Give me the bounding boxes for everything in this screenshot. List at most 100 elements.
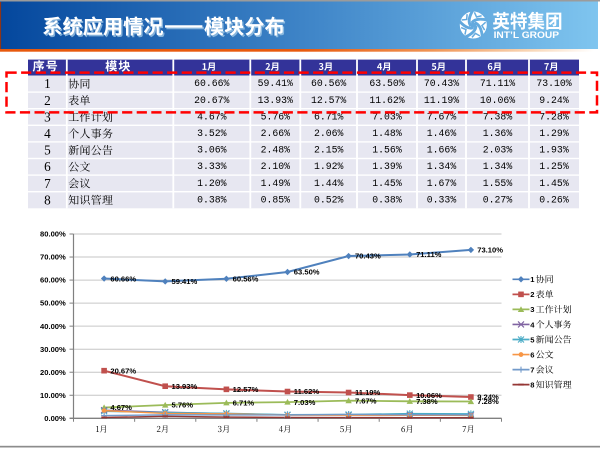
svg-text:20.67%: 20.67% [194,95,229,106]
svg-text:1.39%: 1.39% [372,161,402,172]
svg-text:1.67%: 1.67% [427,178,457,189]
svg-text:3: 3 [530,305,534,314]
svg-text:1.56%: 1.56% [372,145,402,156]
svg-text:60.66%: 60.66% [110,274,136,283]
svg-text:73.10%: 73.10% [536,78,571,89]
svg-text:1.93%: 1.93% [539,145,569,156]
svg-text:1: 1 [44,76,51,91]
svg-text:71.11%: 71.11% [416,250,442,259]
svg-text:1.20%: 1.20% [197,178,227,189]
svg-text:0.00%: 0.00% [44,414,66,423]
svg-text:60.56%: 60.56% [311,78,346,89]
svg-text:9.24%: 9.24% [477,393,499,402]
svg-text:4.67%: 4.67% [197,111,227,122]
svg-text:1.66%: 1.66% [427,145,457,156]
svg-text:30.00%: 30.00% [40,345,66,354]
svg-text:63.50%: 63.50% [369,78,404,89]
svg-text:70.43%: 70.43% [355,252,381,261]
svg-text:0.38%: 0.38% [372,194,402,205]
svg-text:60.56%: 60.56% [233,274,259,283]
svg-text:0.26%: 0.26% [539,194,569,205]
svg-text:1.25%: 1.25% [539,161,569,172]
svg-text:6: 6 [44,159,51,174]
svg-text:7.67%: 7.67% [427,111,457,122]
svg-text:2.10%: 2.10% [261,161,291,172]
svg-text:10.06%: 10.06% [416,391,442,400]
svg-text:4: 4 [530,320,535,329]
svg-text:7.38%: 7.38% [483,111,513,122]
svg-text:1.92%: 1.92% [314,161,344,172]
svg-text:63.50%: 63.50% [294,268,320,277]
svg-text:1.34%: 1.34% [427,161,457,172]
svg-text:11.19%: 11.19% [424,95,459,106]
svg-text:59.41%: 59.41% [258,78,293,89]
svg-text:8: 8 [530,380,534,389]
svg-text:1.48%: 1.48% [372,128,402,139]
svg-text:1.55%: 1.55% [483,178,513,189]
svg-text:12.57%: 12.57% [311,95,346,106]
svg-text:7.38%: 7.38% [416,397,438,406]
svg-text:7: 7 [530,365,534,374]
svg-text:13.93%: 13.93% [258,95,293,106]
svg-text:11.62%: 11.62% [294,387,320,396]
svg-text:11.62%: 11.62% [369,95,404,106]
svg-text:6.71%: 6.71% [314,111,344,122]
svg-text:3.06%: 3.06% [197,145,227,156]
svg-text:7.03%: 7.03% [372,111,402,122]
svg-text:5: 5 [44,143,51,158]
svg-text:70.43%: 70.43% [424,78,459,89]
svg-text:1.46%: 1.46% [427,128,457,139]
svg-text:3: 3 [44,109,51,124]
svg-text:1.34%: 1.34% [483,161,513,172]
svg-text:7.28%: 7.28% [539,111,569,122]
svg-text:50.00%: 50.00% [40,299,66,308]
svg-text:10.00%: 10.00% [40,391,66,400]
svg-text:2: 2 [44,93,51,108]
svg-text:7.03%: 7.03% [294,398,316,407]
svg-text:1.36%: 1.36% [483,128,513,139]
svg-text:2.66%: 2.66% [261,128,291,139]
svg-text:9.24%: 9.24% [539,95,569,106]
svg-text:11.19%: 11.19% [355,388,381,397]
svg-text:71.11%: 71.11% [480,78,515,89]
svg-text:0.52%: 0.52% [314,194,344,205]
svg-text:2: 2 [530,290,534,299]
svg-text:3.52%: 3.52% [197,128,227,139]
svg-text:1.29%: 1.29% [539,128,569,139]
svg-text:13.93%: 13.93% [172,382,198,391]
svg-text:80.00%: 80.00% [40,230,66,239]
svg-text:2.06%: 2.06% [314,128,344,139]
svg-text:4.67%: 4.67% [110,403,132,412]
svg-text:0.27%: 0.27% [483,194,513,205]
svg-text:60.66%: 60.66% [194,78,229,89]
svg-text:5.76%: 5.76% [172,401,194,410]
svg-text:7.67%: 7.67% [355,396,377,405]
svg-text:1.45%: 1.45% [539,178,569,189]
svg-text:20.00%: 20.00% [40,368,66,377]
svg-text:60.00%: 60.00% [40,276,66,285]
svg-text:8: 8 [44,192,51,207]
svg-text:5: 5 [530,335,535,344]
svg-text:70.00%: 70.00% [40,253,66,262]
svg-text:5.76%: 5.76% [261,111,291,122]
svg-text:0.85%: 0.85% [261,194,291,205]
svg-text:3.33%: 3.33% [197,161,227,172]
svg-text:0.33%: 0.33% [427,194,457,205]
svg-text:2.15%: 2.15% [314,145,344,156]
svg-text:20.67%: 20.67% [110,366,136,375]
svg-text:0.38%: 0.38% [197,194,227,205]
svg-text:INT’L GROUP: INT’L GROUP [494,29,559,40]
svg-text:1.45%: 1.45% [372,178,402,189]
svg-text:2.03%: 2.03% [483,145,513,156]
svg-text:12.57%: 12.57% [233,385,259,394]
svg-text:10.06%: 10.06% [480,95,515,106]
svg-text:4: 4 [44,126,51,141]
svg-text:7: 7 [44,176,51,191]
svg-text:1.49%: 1.49% [261,178,291,189]
svg-text:6.71%: 6.71% [233,399,255,408]
svg-text:2.48%: 2.48% [261,145,291,156]
svg-text:6: 6 [530,350,534,359]
svg-text:59.41%: 59.41% [172,277,198,286]
svg-text:1.44%: 1.44% [314,178,344,189]
svg-text:7.28%: 7.28% [477,397,499,406]
